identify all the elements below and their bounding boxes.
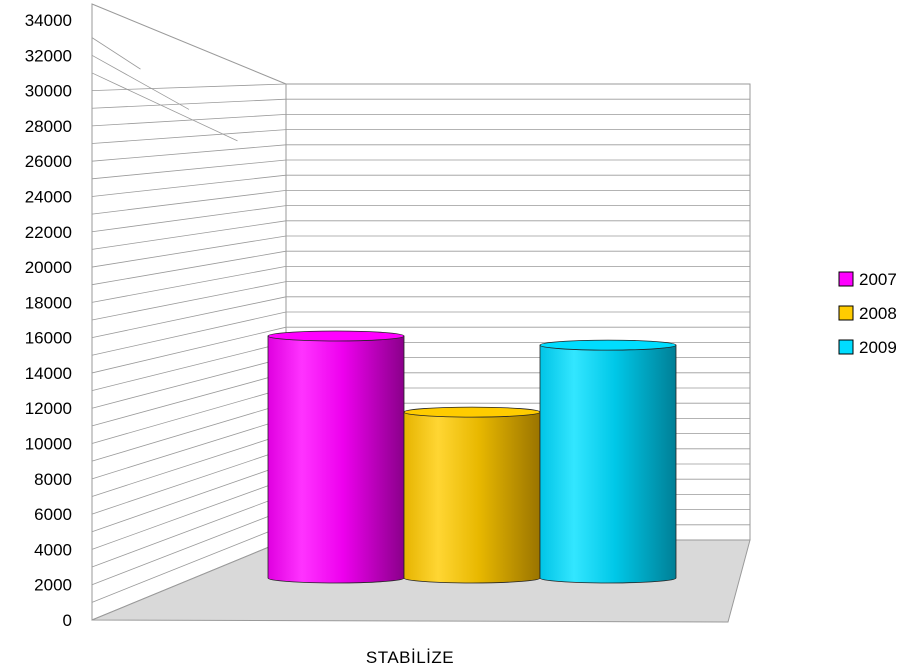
legend-label: 2008 (859, 304, 897, 323)
bar-body (267, 335, 405, 584)
gridline-side (91, 326, 287, 374)
bar-body (403, 411, 541, 584)
legend-swatch (838, 339, 854, 355)
y-tick-label: 18000 (25, 293, 72, 312)
gridline-side (91, 144, 287, 162)
bars (267, 330, 677, 584)
gridline-side (91, 83, 287, 91)
legend-item: 2007 (838, 270, 897, 289)
gridline-side (91, 98, 287, 109)
gridline-side (91, 54, 190, 110)
y-tick-label: 28000 (25, 117, 72, 136)
legend-swatch (838, 305, 854, 321)
bar-body (539, 344, 677, 584)
legend-item: 2009 (838, 338, 897, 357)
y-tick-label: 34000 (25, 11, 72, 30)
y-tick-label: 6000 (34, 505, 72, 524)
gridline-side (91, 296, 287, 339)
y-tick-label: 0 (63, 611, 72, 630)
y-tick-label: 30000 (25, 82, 72, 101)
gridline-side (91, 342, 287, 391)
gridline-side (91, 494, 287, 568)
side-wall (91, 3, 287, 621)
gridline-side (91, 250, 287, 286)
bar-top (267, 330, 405, 342)
bar-2008 (403, 406, 541, 584)
y-tick-label: 26000 (25, 152, 72, 171)
gridline-side (91, 72, 238, 142)
gridline-side (91, 524, 287, 603)
y-tick-label: 10000 (25, 435, 72, 454)
gridline-side (91, 418, 287, 480)
gridline-side (91, 266, 287, 303)
gridline-side (91, 235, 287, 268)
gridline-side (91, 281, 287, 321)
y-tick-label: 24000 (25, 187, 72, 206)
gridline-side (91, 448, 287, 515)
bar-2009 (539, 339, 677, 584)
legend-swatch (838, 271, 854, 287)
y-tick-label: 2000 (34, 576, 72, 595)
y-tick-label: 14000 (25, 364, 72, 383)
gridline-side (91, 174, 287, 197)
bar-top (403, 406, 541, 418)
gridline-side (91, 114, 287, 127)
gridline-side (91, 159, 287, 180)
legend: 2007 2008 2009 (838, 270, 897, 357)
y-tick-label: 32000 (25, 46, 72, 65)
gridline-side (91, 311, 287, 356)
gridline-side (91, 387, 287, 444)
legend-label: 2009 (859, 338, 897, 357)
y-tick-label: 16000 (25, 329, 72, 348)
gridline-side (91, 357, 287, 409)
gridline-side (91, 478, 287, 550)
gridline-side (91, 509, 287, 586)
gridline-side (91, 205, 287, 233)
y-tick-label: 8000 (34, 470, 72, 489)
gridline-side (91, 463, 287, 533)
y-tick-label: 20000 (25, 258, 72, 277)
gridline-side (91, 220, 287, 250)
y-tick-label: 22000 (25, 223, 72, 242)
bar-2007 (267, 330, 405, 584)
legend-item: 2008 (838, 304, 897, 323)
bar-top (539, 339, 677, 351)
gridline-side (91, 372, 287, 427)
gridline-side (91, 129, 287, 144)
y-tick-label: 12000 (25, 399, 72, 418)
gridline-side (91, 402, 287, 462)
y-axis: 0 2000 4000 6000 8000 10000 12000 14000 16000 180… (25, 11, 72, 630)
legend-label: 2007 (859, 270, 897, 289)
x-category-label: STABİLİZE (366, 648, 454, 667)
gridline-side (91, 433, 287, 497)
y-tick-label: 4000 (34, 540, 72, 559)
gridline-side (91, 190, 287, 215)
gridline-side (91, 37, 141, 70)
